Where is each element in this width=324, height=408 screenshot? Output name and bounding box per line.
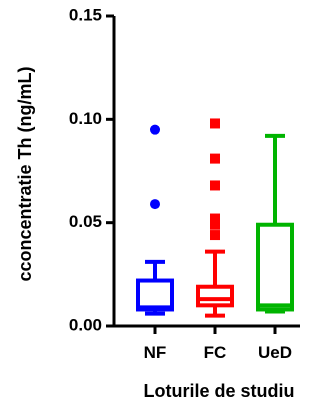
y-tick-label: 0.15	[69, 5, 102, 24]
outlier-point-nf	[150, 199, 160, 210]
y-tick-label: 0.05	[69, 212, 102, 231]
boxes	[136, 133, 294, 318]
outlier-point-fc	[210, 118, 220, 129]
x-tick-label: UeD	[258, 343, 292, 362]
y-axis-title: cconcentratie Th (ng/mL)	[15, 66, 35, 281]
x-axis-title: Loturile de studiu	[144, 381, 295, 401]
outlier-point-fc	[210, 180, 220, 191]
outlier-point-nf	[150, 124, 160, 135]
outlier-point-fc	[210, 153, 220, 164]
x-axis: NF FC UeD	[112, 324, 300, 362]
y-tick-label: 0.00	[69, 315, 102, 334]
box-ued	[256, 222, 294, 312]
box-fc	[196, 284, 234, 308]
outlier-point-fc	[210, 219, 220, 230]
outliers	[150, 118, 220, 241]
x-tick-label: NF	[144, 343, 167, 362]
y-axis: 0.00 0.05 0.10 0.15	[69, 5, 116, 334]
outlier-point-fc	[210, 230, 220, 241]
outlier-point-fc	[210, 213, 220, 224]
y-tick-label: 0.10	[69, 109, 102, 128]
box-nf	[136, 278, 174, 312]
x-tick-label: FC	[204, 343, 227, 362]
